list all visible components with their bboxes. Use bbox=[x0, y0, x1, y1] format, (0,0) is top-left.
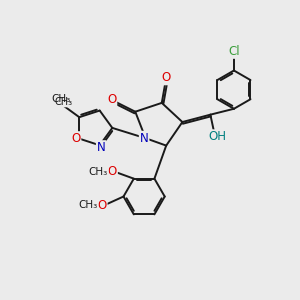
Text: O: O bbox=[98, 199, 106, 212]
Text: N: N bbox=[97, 141, 106, 154]
Text: O: O bbox=[162, 71, 171, 84]
Text: CH₃: CH₃ bbox=[55, 97, 73, 106]
Text: N: N bbox=[140, 132, 148, 145]
Text: CH₃: CH₃ bbox=[79, 200, 98, 210]
Text: OH: OH bbox=[209, 130, 227, 143]
Text: O: O bbox=[71, 132, 80, 145]
Text: O: O bbox=[107, 93, 116, 106]
Text: Cl: Cl bbox=[228, 45, 240, 58]
Text: CH₃: CH₃ bbox=[89, 167, 108, 177]
Text: CH₃: CH₃ bbox=[51, 94, 70, 103]
Text: O: O bbox=[108, 165, 117, 178]
